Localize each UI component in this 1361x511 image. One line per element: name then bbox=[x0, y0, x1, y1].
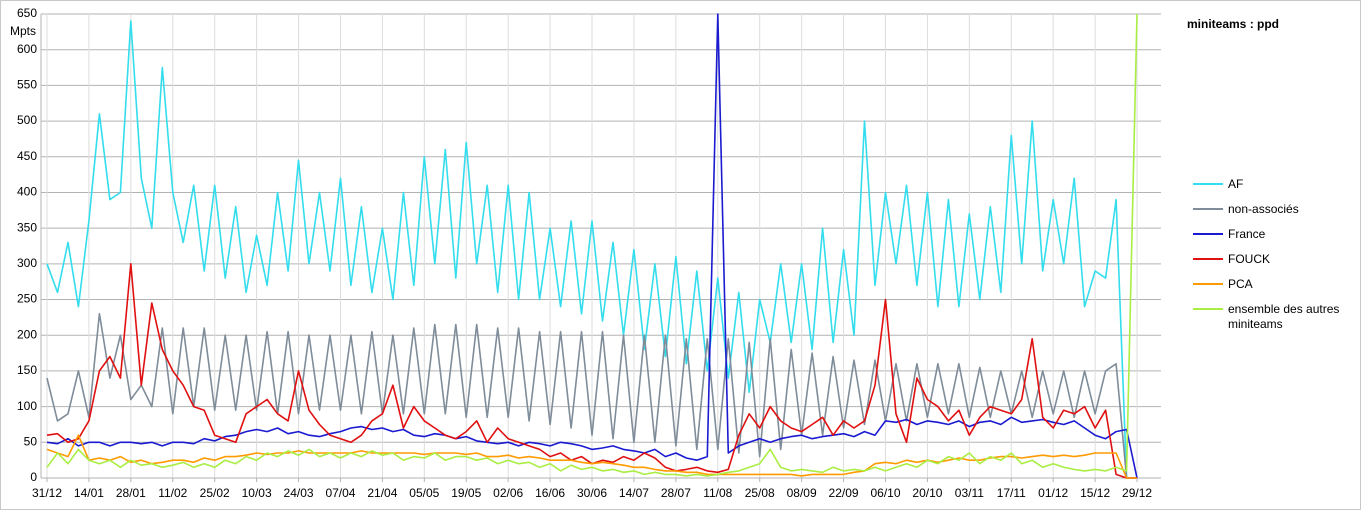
x-tick-label: 16/06 bbox=[535, 486, 565, 500]
legend-swatch bbox=[1193, 208, 1223, 210]
legend-label: PCA bbox=[1228, 277, 1253, 291]
x-tick-label: 01/12 bbox=[1038, 486, 1068, 500]
y-tick-label: 0 bbox=[30, 470, 37, 484]
x-tick-label: 11/08 bbox=[703, 486, 732, 500]
x-tick-label: 22/09 bbox=[829, 486, 859, 500]
x-tick-label: 28/01 bbox=[116, 486, 146, 500]
x-tick-label: 03/11 bbox=[955, 486, 984, 500]
series-line bbox=[46, 13, 1138, 479]
legend-label: non-associés bbox=[1228, 202, 1299, 216]
y-tick-label: 650 bbox=[17, 6, 37, 20]
legend-label: France bbox=[1228, 227, 1266, 241]
legend-swatch bbox=[1193, 233, 1223, 235]
x-tick-label: 02/06 bbox=[493, 486, 523, 500]
x-tick-label: 10/03 bbox=[242, 486, 272, 500]
y-tick-label: 50 bbox=[24, 434, 38, 448]
y-tick-label: 550 bbox=[17, 78, 37, 92]
x-tick-label: 11/02 bbox=[158, 486, 187, 500]
x-tick-label: 25/02 bbox=[200, 486, 230, 500]
x-tick-label: 08/09 bbox=[787, 486, 817, 500]
x-tick-label: 30/06 bbox=[577, 486, 607, 500]
legend-label: AF bbox=[1228, 177, 1244, 191]
legend-item: AF bbox=[1179, 177, 1354, 202]
x-tick-label: 15/12 bbox=[1080, 486, 1110, 500]
x-tick-label: 21/04 bbox=[367, 486, 397, 500]
legend-label: ensemble des autres miniteams bbox=[1228, 302, 1340, 331]
legend-swatch bbox=[1193, 183, 1223, 185]
legend-item: France bbox=[1179, 227, 1354, 252]
legend-label: FOUCK bbox=[1228, 252, 1270, 266]
y-tick-label: 150 bbox=[17, 363, 37, 377]
legend: miniteams : ppd AF non-associés France FOUC… bbox=[1179, 17, 1354, 331]
x-tick-label: 05/05 bbox=[409, 486, 439, 500]
y-tick-label: 450 bbox=[17, 149, 37, 163]
legend-title: miniteams : ppd bbox=[1187, 17, 1280, 31]
legend-item: PCA bbox=[1179, 277, 1354, 302]
y-tick-label: 100 bbox=[17, 399, 37, 413]
series-line bbox=[46, 313, 1137, 479]
legend-item: FOUCK bbox=[1179, 252, 1354, 277]
x-tick-label: 14/01 bbox=[74, 486, 104, 500]
legend-item: ensemble des autres miniteams bbox=[1179, 302, 1354, 331]
x-tick-label: 24/03 bbox=[284, 486, 314, 500]
x-tick-label: 31/12 bbox=[32, 486, 62, 500]
legend-swatch bbox=[1193, 258, 1223, 260]
x-tick-label: 19/05 bbox=[451, 486, 481, 500]
y-tick-label: 600 bbox=[17, 42, 37, 56]
series-line bbox=[46, 13, 1138, 477]
x-tick-label: 20/10 bbox=[912, 486, 942, 500]
y-tick-label: 350 bbox=[17, 220, 37, 234]
series-line bbox=[46, 20, 1137, 479]
legend-swatch bbox=[1193, 308, 1223, 310]
x-tick-label: 07/04 bbox=[325, 486, 355, 500]
y-tick-label: 500 bbox=[17, 113, 37, 127]
y-tick-label: 400 bbox=[17, 185, 37, 199]
x-tick-label: 06/10 bbox=[870, 486, 900, 500]
legend-item: non-associés bbox=[1179, 202, 1354, 227]
x-tick-label: 14/07 bbox=[619, 486, 649, 500]
x-tick-label: 29/12 bbox=[1122, 486, 1152, 500]
y-tick-label: 250 bbox=[17, 292, 37, 306]
legend-swatch bbox=[1193, 283, 1223, 285]
x-tick-label: 25/08 bbox=[745, 486, 775, 500]
y-tick-label: 200 bbox=[17, 327, 37, 341]
y-tick-label: 300 bbox=[17, 256, 37, 270]
plot-area bbox=[41, 14, 1161, 478]
x-tick-label: 28/07 bbox=[661, 486, 691, 500]
y-axis-label: Mpts bbox=[10, 24, 36, 38]
x-tick-label: 17/11 bbox=[997, 486, 1026, 500]
